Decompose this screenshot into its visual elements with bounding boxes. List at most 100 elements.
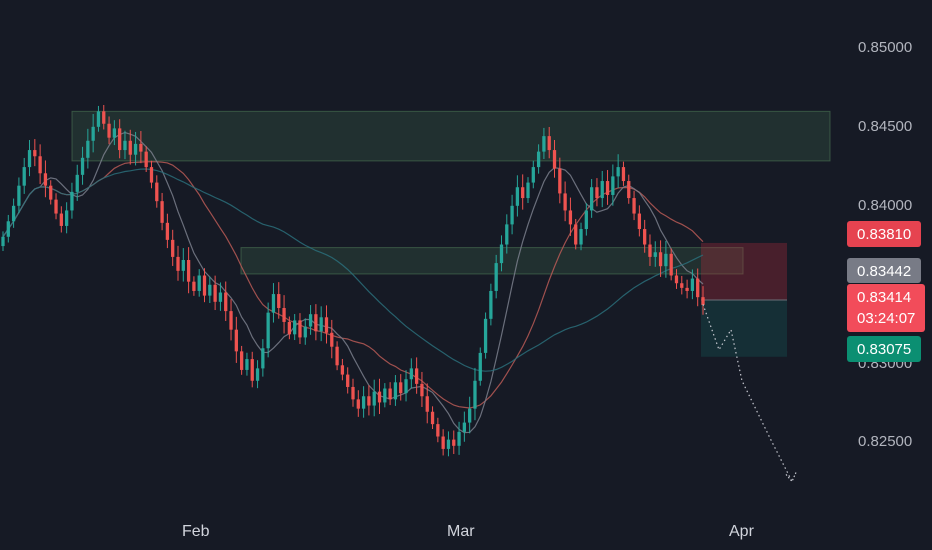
candle-bearish bbox=[102, 105, 106, 130]
candle-bearish bbox=[282, 295, 286, 334]
candle-body bbox=[271, 294, 276, 313]
candle-body bbox=[282, 308, 286, 322]
candle-body bbox=[388, 388, 392, 400]
candle-bullish bbox=[589, 179, 594, 218]
candle-body bbox=[696, 278, 700, 298]
candle-body bbox=[80, 157, 85, 175]
candle-body bbox=[669, 253, 673, 276]
candle-bearish bbox=[324, 305, 329, 344]
candle-body bbox=[680, 283, 684, 288]
candle-body bbox=[75, 174, 79, 192]
countdown-label: 03:24:07 bbox=[857, 310, 915, 327]
candle-bearish bbox=[574, 218, 578, 250]
candle-body bbox=[383, 388, 387, 403]
candle-bearish bbox=[213, 275, 217, 311]
candle-bullish bbox=[489, 283, 493, 326]
candle-bearish bbox=[335, 341, 339, 371]
candle-body bbox=[473, 380, 477, 409]
candle-bearish bbox=[605, 170, 610, 205]
candle-bearish bbox=[685, 279, 689, 299]
candle-body bbox=[197, 275, 201, 291]
candle-bullish bbox=[75, 164, 79, 201]
candle-body bbox=[38, 156, 42, 174]
candle-body bbox=[128, 140, 132, 155]
candle-bearish bbox=[277, 282, 281, 319]
candle-body bbox=[298, 320, 302, 338]
x-tick-label: Mar bbox=[447, 523, 475, 540]
candle-bearish bbox=[118, 119, 122, 159]
candle-body bbox=[351, 386, 355, 400]
y-tick-label: 0.84000 bbox=[858, 197, 912, 214]
candle-body bbox=[86, 140, 90, 158]
candle-bearish bbox=[399, 374, 403, 401]
candle-bullish bbox=[266, 302, 270, 358]
candle-body bbox=[563, 193, 567, 211]
candle-bullish bbox=[303, 318, 307, 345]
candle-bearish bbox=[669, 248, 673, 281]
candle-bullish bbox=[584, 203, 588, 236]
y-tick-label: 0.82500 bbox=[858, 433, 912, 450]
candle-bearish bbox=[521, 174, 525, 210]
candle-body bbox=[330, 332, 334, 347]
candle-body bbox=[96, 111, 101, 127]
candle-bearish bbox=[229, 299, 233, 341]
candle-bearish bbox=[377, 378, 382, 415]
candle-bearish bbox=[107, 116, 111, 145]
candle-body bbox=[430, 411, 435, 425]
candle-bullish bbox=[600, 170, 604, 208]
candle-body bbox=[462, 422, 467, 432]
candle-body bbox=[239, 351, 244, 370]
candle-bearish bbox=[632, 190, 636, 221]
candle-body bbox=[643, 229, 647, 245]
candle-bullish bbox=[473, 367, 477, 421]
candle-bullish bbox=[319, 306, 323, 342]
candle-body bbox=[234, 329, 238, 352]
candle-body bbox=[600, 181, 604, 199]
candle-body bbox=[91, 126, 95, 141]
candle-body bbox=[627, 181, 631, 199]
candle-bullish bbox=[468, 396, 472, 434]
candle-bullish bbox=[80, 146, 85, 185]
candle-body bbox=[6, 221, 10, 237]
candle-bullish bbox=[245, 352, 249, 376]
candle-bullish bbox=[515, 175, 520, 217]
candle-bullish bbox=[393, 375, 398, 406]
supply-zone-upper bbox=[71, 110, 831, 162]
candle-body bbox=[404, 379, 408, 394]
candle-bearish bbox=[658, 240, 663, 277]
candle-body bbox=[653, 252, 657, 257]
candle-body bbox=[165, 222, 170, 240]
candle-bearish bbox=[558, 157, 562, 204]
candle-body bbox=[213, 284, 217, 302]
candle-bearish bbox=[38, 144, 42, 185]
candle-bearish bbox=[171, 229, 175, 266]
candle-body bbox=[181, 260, 185, 271]
candle-body bbox=[420, 383, 424, 397]
candle-bearish bbox=[202, 268, 207, 303]
candle-bullish bbox=[86, 128, 90, 169]
candle-bullish bbox=[505, 214, 509, 254]
candle-body bbox=[356, 399, 360, 409]
candle-bullish bbox=[383, 383, 387, 408]
candle-body bbox=[308, 314, 313, 327]
candle-body bbox=[568, 210, 573, 225]
candle-body bbox=[489, 290, 493, 319]
candle-body bbox=[118, 128, 122, 151]
candle-body bbox=[293, 320, 297, 335]
candle-bullish bbox=[27, 140, 32, 177]
candle-body bbox=[478, 352, 482, 381]
candle-bullish bbox=[255, 360, 260, 389]
candle-bearish bbox=[298, 313, 302, 344]
candle-bullish bbox=[123, 130, 127, 160]
candle-body bbox=[261, 348, 265, 369]
candle-bullish bbox=[446, 431, 451, 457]
candle-body bbox=[287, 321, 292, 335]
candle-bullish bbox=[494, 254, 498, 299]
candle-body bbox=[457, 431, 461, 446]
candle-body bbox=[176, 256, 180, 271]
candle-bearish bbox=[436, 417, 440, 443]
candle-body bbox=[186, 260, 191, 282]
candle-body bbox=[664, 253, 668, 267]
